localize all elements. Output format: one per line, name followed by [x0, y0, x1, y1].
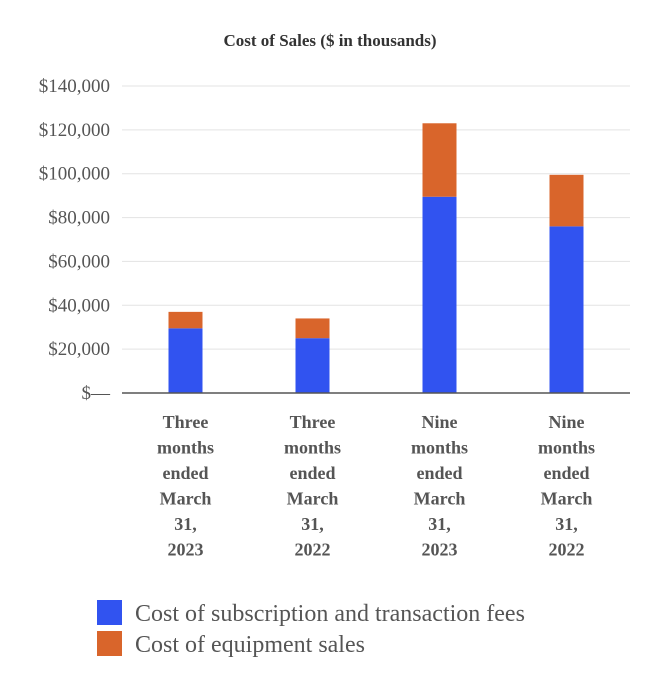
bar-subscription-fees-2: [295, 338, 330, 393]
y-axis-tick-labels: $— $20,000 $40,000 $60,000 $80,000 $100,000 $1…: [39, 76, 111, 404]
y-tick-label: $—: [82, 383, 112, 404]
x-tick-label: Three months ended March 31, 2022: [284, 412, 341, 560]
bar-equipment-sales-2: [295, 318, 330, 339]
bar-subscription-fees-3: [422, 196, 457, 393]
chart-title: Cost of Sales ($ in thousands): [223, 31, 436, 50]
x-axis-tick-labels: Three months ended March 31, 2023 Three months e…: [157, 412, 595, 560]
x-tick-label: Nine months ended March 31, 2023: [411, 412, 468, 560]
legend-label: Cost of subscription and transaction fee…: [135, 601, 525, 627]
y-tick-label: $20,000: [48, 339, 110, 360]
bar-equipment-sales-3: [422, 123, 457, 197]
legend-swatch: [97, 631, 122, 656]
y-tick-label: $100,000: [39, 164, 110, 185]
bar-subscription-fees-1: [168, 328, 203, 393]
bar-subscription-fees-4: [549, 226, 584, 393]
y-tick-label: $80,000: [48, 208, 110, 229]
y-tick-label: $120,000: [39, 120, 110, 141]
x-tick-label: Three months ended March 31, 2023: [157, 412, 214, 560]
bar-equipment-sales-4: [549, 174, 584, 227]
y-tick-label: $140,000: [39, 76, 110, 97]
y-tick-label: $40,000: [48, 295, 110, 316]
legend-swatch: [97, 600, 122, 625]
bars: [168, 123, 584, 393]
legend-label: Cost of equipment sales: [135, 632, 365, 658]
y-tick-label: $60,000: [48, 251, 110, 272]
x-tick-label: Nine months ended March 31, 2022: [538, 412, 595, 560]
bar-equipment-sales-1: [168, 311, 203, 329]
gridlines: [122, 85, 630, 350]
legend: Cost of subscription and transaction fee…: [97, 600, 525, 658]
